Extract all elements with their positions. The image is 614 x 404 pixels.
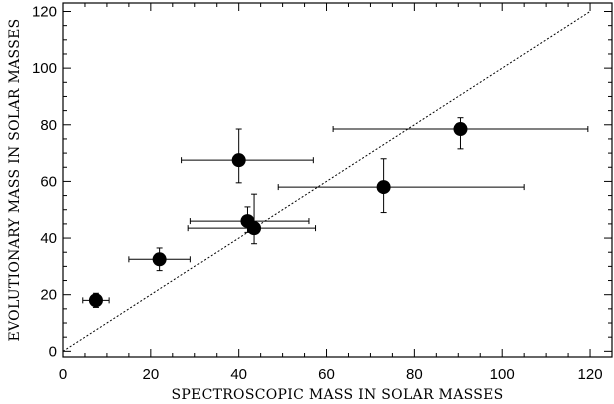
data-point [231,153,246,168]
x-tick-label: 40 [230,366,247,383]
y-tick-label: 80 [40,117,57,134]
y-tick-label: 40 [40,230,57,247]
y-tick-label: 60 [40,173,57,190]
x-axis-title: SPECTROSCOPIC MASS IN SOLAR MASSES [171,387,503,403]
y-tick-label: 120 [32,3,57,20]
error-bar [277,158,525,214]
x-tick-label: 20 [142,366,159,383]
plot-frame [62,2,613,358]
reference-line [62,11,591,352]
x-tick-label: 60 [318,366,335,383]
error-bar-layer [82,117,589,308]
data-point [152,252,167,267]
data-point-layer [88,122,468,308]
reference-line-layer [62,11,591,352]
x-tick-label: 120 [578,366,603,383]
tick-layer: 0 20 40 60 80 100 120 0 20 40 60 80 100 120 [32,3,612,383]
y-tick-label: 0 [49,343,57,360]
y-axis-title: EVOLUTIONARY MASS IN SOLAR MASSES [7,18,23,341]
data-point [376,180,391,195]
error-bar [181,128,314,184]
data-point [88,293,103,308]
y-tick-label: 100 [32,60,57,77]
x-tick-label: 100 [490,366,515,383]
x-tick-label: 80 [406,366,423,383]
data-point [453,122,468,137]
data-point [247,221,262,236]
x-tick-label: 0 [59,366,67,383]
y-tick-label: 20 [40,287,57,304]
